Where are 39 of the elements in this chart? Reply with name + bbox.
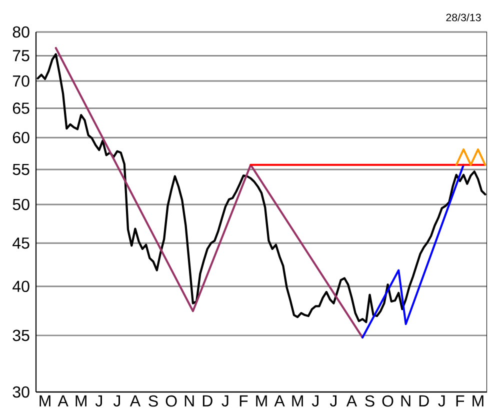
x-tick-label: A xyxy=(58,395,68,406)
text: 28/3/13 xyxy=(446,13,481,22)
x-tick-label: F xyxy=(456,395,464,406)
y-tick-label: 40 xyxy=(12,280,30,292)
x-tick-label: N xyxy=(401,395,410,406)
y-tick-label: 50 xyxy=(12,198,30,210)
x-tick-label: M xyxy=(292,395,303,406)
x-tick-label: S xyxy=(148,395,158,407)
x-tick-label: O xyxy=(166,395,177,407)
line-series xyxy=(54,46,364,339)
x-tick-label: F xyxy=(240,395,248,406)
y-tick-label: 75 xyxy=(12,50,30,62)
x-tick-label: M xyxy=(256,395,267,406)
x-tick-label: O xyxy=(382,395,394,407)
x-tick-label: J xyxy=(95,395,102,407)
x-tick-label: J xyxy=(312,395,318,407)
y-tick-label: 35 xyxy=(12,330,30,342)
x-tick-label: A xyxy=(274,395,285,406)
x-tick-label: M xyxy=(472,395,484,406)
x-tick-label: A xyxy=(346,395,358,406)
line-series xyxy=(362,164,465,339)
x-tick-label: J xyxy=(438,395,445,407)
y-tick-label: 60 xyxy=(12,132,30,144)
y-tick-label: 80 xyxy=(12,26,30,38)
x-tick-label: M xyxy=(40,395,50,406)
y-tick-label: 70 xyxy=(12,75,30,87)
x-tick-label: S xyxy=(365,395,374,407)
y-tick-label: 55 xyxy=(12,164,30,176)
x-tick-label: D xyxy=(419,395,429,406)
x-tick-label: J xyxy=(330,395,336,407)
x-tick-label: D xyxy=(202,395,212,406)
y-tick-label: 65 xyxy=(12,102,30,114)
x-tick-label: J xyxy=(113,395,120,407)
y-tick-label: 45 xyxy=(12,238,30,249)
x-tick-label: A xyxy=(130,395,141,406)
x-tick-label: M xyxy=(76,395,86,406)
x-tick-label: N xyxy=(184,395,194,406)
x-tick-label: J xyxy=(222,395,228,407)
y-tick-label: 30 xyxy=(12,386,30,398)
